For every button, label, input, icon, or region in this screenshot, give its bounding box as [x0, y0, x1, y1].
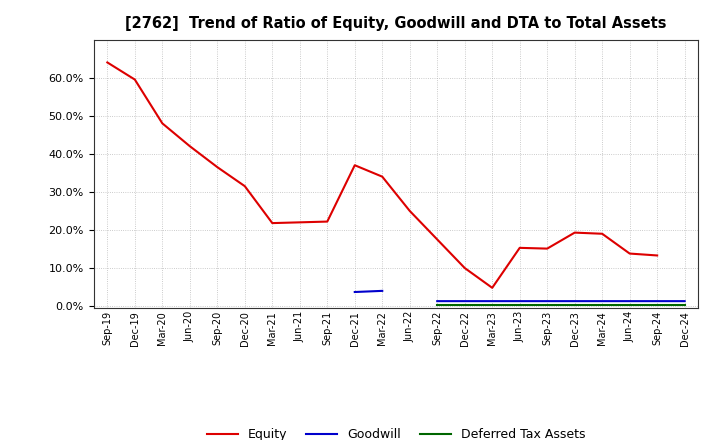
Deferred Tax Assets [653, 303, 662, 308]
Goodwill [460, 298, 469, 304]
Deferred Tax Assets [680, 303, 689, 308]
Equity [323, 219, 332, 224]
Line: Goodwill: Goodwill [355, 291, 685, 301]
Equity [213, 165, 222, 170]
Equity [626, 251, 634, 256]
Deferred Tax Assets [570, 303, 579, 308]
Goodwill [598, 298, 606, 304]
Equity [653, 253, 662, 258]
Equity [433, 237, 441, 242]
Deferred Tax Assets [543, 303, 552, 308]
Equity [570, 230, 579, 235]
Equity [240, 183, 249, 189]
Goodwill [378, 288, 387, 293]
Goodwill [626, 298, 634, 304]
Goodwill [433, 298, 441, 304]
Equity [543, 246, 552, 251]
Equity [460, 265, 469, 271]
Deferred Tax Assets [516, 303, 524, 308]
Deferred Tax Assets [626, 303, 634, 308]
Equity [158, 121, 166, 126]
Equity [488, 285, 497, 290]
Equity [378, 174, 387, 179]
Deferred Tax Assets [460, 303, 469, 308]
Equity [351, 163, 359, 168]
Legend: Equity, Goodwill, Deferred Tax Assets: Equity, Goodwill, Deferred Tax Assets [207, 428, 585, 440]
Equity [130, 77, 139, 82]
Equity [186, 143, 194, 149]
Equity [598, 231, 606, 236]
Deferred Tax Assets [598, 303, 606, 308]
Equity [516, 245, 524, 250]
Title: [2762]  Trend of Ratio of Equity, Goodwill and DTA to Total Assets: [2762] Trend of Ratio of Equity, Goodwil… [125, 16, 667, 32]
Goodwill [680, 298, 689, 304]
Goodwill [488, 298, 497, 304]
Deferred Tax Assets [488, 303, 497, 308]
Deferred Tax Assets [433, 303, 441, 308]
Goodwill [516, 298, 524, 304]
Goodwill [653, 298, 662, 304]
Goodwill [351, 290, 359, 295]
Goodwill [570, 298, 579, 304]
Equity [268, 220, 276, 226]
Equity [405, 208, 414, 213]
Line: Equity: Equity [107, 62, 657, 288]
Equity [103, 60, 112, 65]
Goodwill [543, 298, 552, 304]
Equity [295, 220, 304, 225]
